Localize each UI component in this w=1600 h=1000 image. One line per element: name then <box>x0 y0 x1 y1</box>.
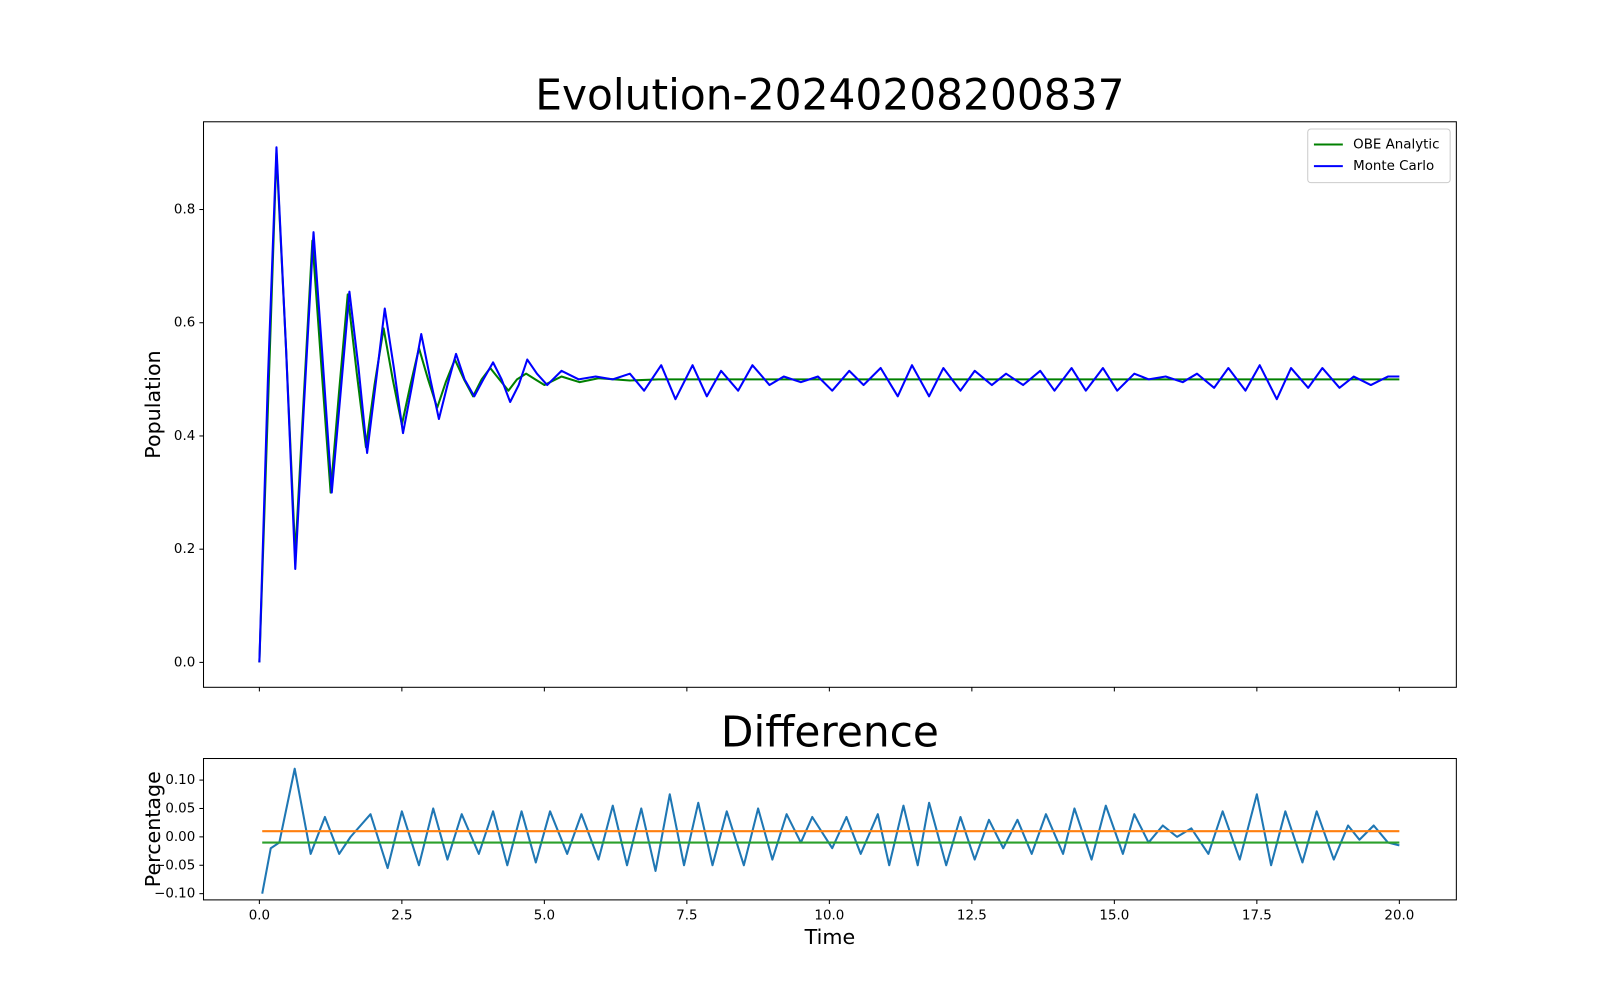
x-tick-label: 0.0 <box>249 908 270 923</box>
y-tick-label: 0.4 <box>174 429 195 444</box>
axes-frame <box>202 757 1457 901</box>
x-tick-label: 10.0 <box>814 908 844 923</box>
x-tick-label: 15.0 <box>1099 908 1129 923</box>
y-tick-label: 0.0 <box>174 655 195 670</box>
axes-frame <box>202 121 1457 688</box>
legend-label: Monte Carlo <box>1353 159 1434 174</box>
x-tick-label: 5.0 <box>534 908 555 923</box>
legend-box <box>1307 128 1451 184</box>
y-tick-label: 0.00 <box>165 830 195 845</box>
x-tick-label: 17.5 <box>1242 908 1272 923</box>
chart-title: Difference <box>721 707 939 756</box>
x-tick-label: 7.5 <box>676 908 697 923</box>
legend-label: OBE Analytic <box>1353 137 1439 152</box>
series-line <box>258 151 1400 663</box>
x-tick-label: 20.0 <box>1384 908 1414 923</box>
x-axis-label: Time <box>804 925 855 949</box>
x-tick-label: 2.5 <box>391 908 412 923</box>
chart-title: Evolution-20240208200837 <box>535 71 1124 120</box>
y-tick-label: 0.6 <box>174 316 195 331</box>
y-tick-label: 0.2 <box>174 542 195 557</box>
y-tick-label: −0.05 <box>154 858 195 873</box>
y-tick-label: 0.8 <box>174 203 195 218</box>
y-tick-label: 0.05 <box>165 801 195 816</box>
y-tick-label: −0.10 <box>154 887 195 902</box>
series-line <box>261 767 1400 894</box>
y-axis-label: Population <box>141 350 165 458</box>
x-tick-label: 12.5 <box>957 908 987 923</box>
y-tick-label: 0.10 <box>165 773 195 788</box>
y-axis-label: Percentage <box>141 771 165 887</box>
series-line <box>258 146 1400 663</box>
